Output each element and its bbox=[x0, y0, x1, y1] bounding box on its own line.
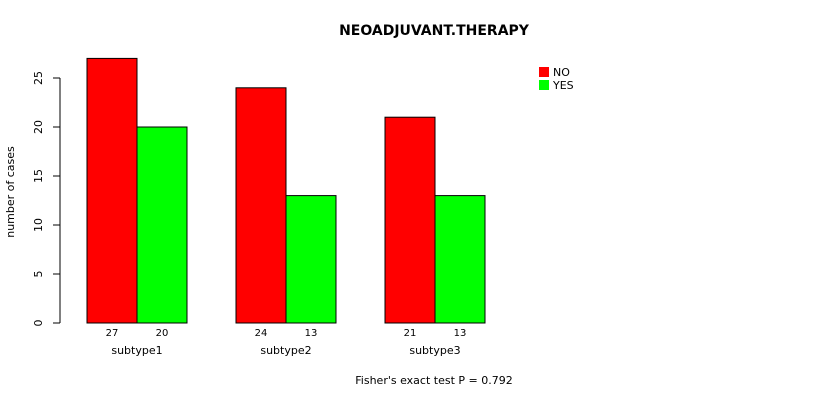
bar-yes-subtype1 bbox=[136, 126, 188, 324]
y-tick-label: 25 bbox=[32, 71, 45, 85]
bars bbox=[86, 57, 486, 324]
legend-label-yes: YES bbox=[552, 79, 574, 92]
bar-no-subtype1 bbox=[86, 57, 138, 324]
y-axis-label: number of cases bbox=[4, 146, 17, 238]
y-tick-label: 5 bbox=[32, 271, 45, 278]
count-label: 24 bbox=[255, 328, 268, 339]
y-tick-label: 20 bbox=[32, 120, 45, 134]
legend-label-no: NO bbox=[553, 66, 570, 79]
legend-swatch-no bbox=[539, 67, 549, 77]
chart-title: NEOADJUVANT.THERAPY bbox=[339, 23, 530, 39]
legend-swatch-yes bbox=[539, 80, 549, 90]
x-category-labels: subtype1 subtype2 subtype3 bbox=[111, 344, 460, 357]
x-category-label: subtype1 bbox=[111, 344, 162, 357]
y-axis: 0 5 10 15 20 25 bbox=[32, 71, 61, 327]
count-label: 21 bbox=[404, 328, 417, 339]
bar-yes-subtype3 bbox=[434, 195, 486, 324]
x-category-label: subtype2 bbox=[260, 344, 311, 357]
count-labels: 27 20 24 13 21 13 bbox=[106, 328, 467, 339]
y-tick-label: 10 bbox=[32, 218, 45, 232]
count-label: 13 bbox=[454, 328, 467, 339]
bar-yes-subtype2 bbox=[285, 195, 337, 324]
y-tick-label: 0 bbox=[32, 320, 45, 327]
count-label: 20 bbox=[156, 328, 169, 339]
fisher-test-footnote: Fisher's exact test P = 0.792 bbox=[355, 374, 512, 387]
count-label: 27 bbox=[106, 328, 119, 339]
count-label: 13 bbox=[305, 328, 318, 339]
x-category-label: subtype3 bbox=[409, 344, 460, 357]
y-tick-label: 15 bbox=[32, 169, 45, 183]
bar-no-subtype2 bbox=[235, 87, 287, 324]
bar-no-subtype3 bbox=[384, 116, 436, 324]
